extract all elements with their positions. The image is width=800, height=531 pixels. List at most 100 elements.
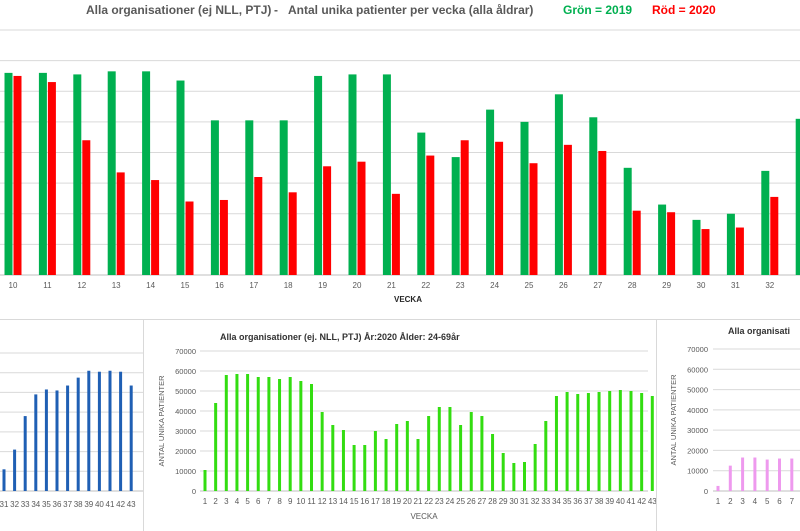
bar xyxy=(491,434,495,491)
x-tick-label: 33 xyxy=(541,497,550,506)
bar xyxy=(119,371,123,491)
bar xyxy=(363,445,367,491)
bar xyxy=(108,370,112,491)
bar xyxy=(235,374,239,491)
bar-2019 xyxy=(176,80,185,275)
x-tick-label: 23 xyxy=(435,497,444,506)
x-tick-label: 33 xyxy=(21,500,30,509)
bar-2020 xyxy=(391,193,400,275)
x-tick-label: 12 xyxy=(77,281,86,290)
x-tick-label: 5 xyxy=(245,497,250,506)
bar-2020 xyxy=(598,150,607,275)
bar xyxy=(224,375,228,491)
x-tick-label: 28 xyxy=(628,281,637,290)
x-tick-label: 4 xyxy=(235,497,240,506)
x-tick-label: 13 xyxy=(112,281,121,290)
y-tick-label: 70000 xyxy=(175,347,196,356)
x-tick-label: 18 xyxy=(284,281,293,290)
bar-2019 xyxy=(795,118,800,275)
bar-2019 xyxy=(210,120,219,275)
x-tick-label: 6 xyxy=(777,497,782,506)
bar-2019 xyxy=(623,167,632,275)
bottom-right-chart-panel: Alla organisati 0 10000 20000 30000 40000 500… xyxy=(657,320,800,531)
y-tick-label: 40000 xyxy=(687,406,708,415)
bar-2020 xyxy=(770,196,779,275)
y-axis-title: ANTAL UNIKA PATIENTER xyxy=(157,375,166,467)
x-tick-label: 12 xyxy=(318,497,327,506)
y-tick-label: 20000 xyxy=(175,447,196,456)
y-tick-label: 60000 xyxy=(687,365,708,374)
bar-2019 xyxy=(692,219,701,275)
x-tick-label: 31 xyxy=(731,281,740,290)
bar xyxy=(586,393,590,491)
x-tick-label: 39 xyxy=(605,497,614,506)
x-tick-label: 11 xyxy=(43,281,52,290)
bar-2020 xyxy=(667,212,676,275)
x-tick-label: 18 xyxy=(382,497,391,506)
x-tick-label: 32 xyxy=(765,281,774,290)
bar xyxy=(129,385,133,491)
y-tick-label: 40000 xyxy=(175,407,196,416)
x-tick-label: 27 xyxy=(477,497,486,506)
x-tick-label: 19 xyxy=(318,281,327,290)
bar xyxy=(618,390,622,491)
bar-2020 xyxy=(632,210,641,275)
bar xyxy=(2,469,6,491)
x-tick-label: 21 xyxy=(414,497,423,506)
panel-divider-right xyxy=(656,320,657,531)
bar-2020 xyxy=(495,141,504,275)
x-tick-label: 37 xyxy=(63,500,72,509)
bar-2020 xyxy=(460,140,469,275)
bottom-left-chart: 31 32 33 34 35 36 37 38 39 40 41 42 43 xyxy=(0,352,143,509)
bar xyxy=(790,458,794,491)
bar xyxy=(310,384,313,491)
bar-2019 xyxy=(382,74,391,275)
x-tick-label: 14 xyxy=(146,281,155,290)
bar-2019 xyxy=(314,75,323,275)
bar xyxy=(416,439,420,491)
bar xyxy=(267,377,271,491)
bar xyxy=(203,470,207,491)
y-tick-label: 30000 xyxy=(687,426,708,435)
x-tick-label: 29 xyxy=(662,281,671,290)
bar xyxy=(278,379,282,491)
x-tick-label: 16 xyxy=(215,281,224,290)
bar xyxy=(256,377,260,491)
bar-2019 xyxy=(554,94,563,275)
x-tick-label: 5 xyxy=(765,497,770,506)
bar-2019 xyxy=(417,132,426,275)
bar-2019 xyxy=(279,120,288,275)
bar-2019 xyxy=(589,117,598,275)
x-tick-label: 35 xyxy=(563,497,572,506)
x-tick-label: 26 xyxy=(559,281,568,290)
bar xyxy=(501,453,505,491)
bar xyxy=(44,389,48,491)
y-tick-label: 10000 xyxy=(175,467,196,476)
bottom-right-chart: 0 10000 20000 30000 40000 50000 60000 70000 ANTA… xyxy=(669,345,800,506)
bar-2020 xyxy=(735,227,744,275)
x-tick-label: 20 xyxy=(353,281,362,290)
x-tick-label: 39 xyxy=(84,500,93,509)
bar xyxy=(741,457,745,491)
bar-2019 xyxy=(38,72,47,275)
bar-2019 xyxy=(4,72,13,275)
bar-2020 xyxy=(254,177,263,275)
x-tick-label: 26 xyxy=(467,497,476,506)
x-tick-label: 27 xyxy=(593,281,602,290)
x-tick-label: 36 xyxy=(573,497,582,506)
x-axis-title: VECKA xyxy=(394,295,422,304)
bar xyxy=(448,407,452,491)
bar xyxy=(13,449,17,491)
x-tick-label: 2 xyxy=(213,497,218,506)
x-tick-label: 42 xyxy=(637,497,646,506)
bar xyxy=(533,444,537,491)
x-tick-label: 30 xyxy=(697,281,706,290)
x-tick-label: 17 xyxy=(249,281,258,290)
x-tick-label: 25 xyxy=(525,281,534,290)
bar-2019 xyxy=(451,157,460,275)
bar-2020 xyxy=(185,201,194,275)
bar xyxy=(576,394,580,491)
bar-2019 xyxy=(73,74,82,275)
bar-2020 xyxy=(82,140,91,275)
bar-2020 xyxy=(13,75,22,275)
